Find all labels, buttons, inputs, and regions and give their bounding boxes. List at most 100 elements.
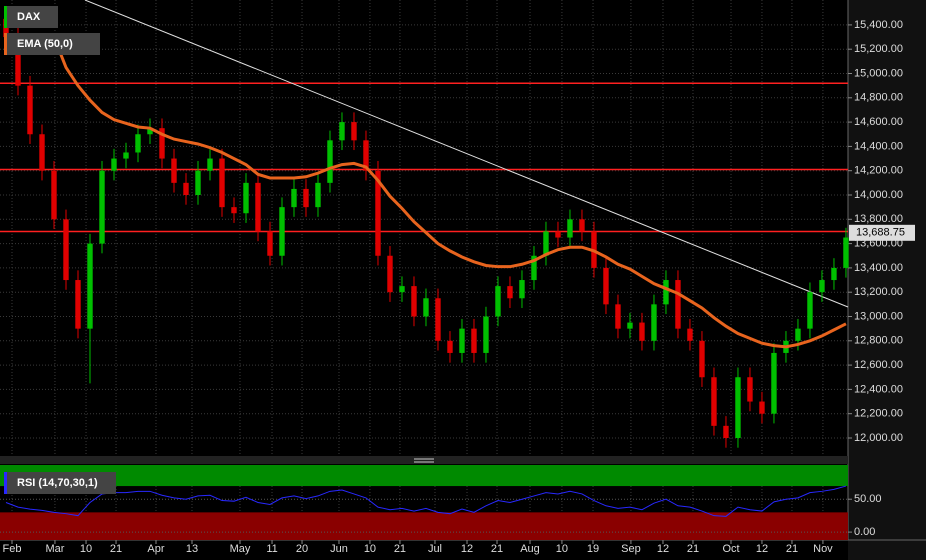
indicator-marker — [4, 33, 7, 55]
candle-body — [567, 219, 573, 238]
candle-body — [579, 219, 585, 232]
candle-body — [411, 286, 417, 317]
candle-body — [555, 231, 561, 238]
y-tick-label: 13,400.00 — [854, 262, 903, 274]
x-tick-label: Apr — [147, 543, 164, 555]
x-tick-label: Jul — [428, 543, 442, 555]
candle-body — [627, 322, 633, 329]
candle-body — [243, 182, 249, 214]
y-tick-label: 13,000.00 — [854, 310, 903, 322]
candle-body — [759, 401, 765, 414]
candle-body — [771, 352, 777, 414]
x-tick-label: 12 — [461, 543, 473, 555]
candle-body — [171, 158, 177, 183]
candle-body — [675, 280, 681, 329]
ema-line — [52, 36, 847, 349]
candle-body — [75, 280, 81, 329]
candle-body — [423, 298, 429, 317]
y-tick-label: 13,800.00 — [854, 213, 903, 225]
y-tick-label: 15,000.00 — [854, 67, 903, 79]
x-tick-label: 21 — [786, 543, 798, 555]
candle-body — [267, 231, 273, 256]
candle-body — [507, 286, 513, 299]
x-tick-label: Feb — [3, 543, 22, 555]
candle-body — [207, 158, 213, 171]
overbought-band — [0, 465, 848, 487]
rsi-y-tick-label: 50.00 — [854, 493, 882, 505]
symbol-label: DAX — [17, 11, 41, 23]
candle-body — [51, 170, 57, 220]
candle-body — [807, 292, 813, 329]
x-tick-label: 12 — [756, 543, 768, 555]
candle-body — [231, 207, 237, 214]
y-tick-label: 14,600.00 — [854, 116, 903, 128]
candle-body — [183, 182, 189, 195]
trend-line — [84, 0, 849, 308]
x-tick-label: May — [230, 543, 251, 555]
candle-body — [687, 328, 693, 341]
candle-body — [39, 134, 45, 171]
x-tick-label: Nov — [813, 543, 833, 555]
y-tick-label: 12,400.00 — [854, 383, 903, 395]
front-layer: 13,688.75 — [0, 0, 915, 517]
x-tick-label: 21 — [687, 543, 699, 555]
candle-body — [639, 322, 645, 341]
y-tick-label: 12,800.00 — [854, 335, 903, 347]
candle-body — [711, 377, 717, 426]
candle-body — [219, 158, 225, 208]
x-tick-label: 21 — [110, 543, 122, 555]
symbol-marker — [4, 6, 7, 28]
candle-body — [819, 280, 825, 293]
y-tick-label: 14,200.00 — [854, 165, 903, 177]
x-tick-label: Aug — [520, 543, 540, 555]
y-tick-label: 12,600.00 — [854, 359, 903, 371]
axis-background — [848, 0, 926, 560]
candle-body — [339, 122, 345, 141]
candle-body — [447, 340, 453, 353]
candle-body — [435, 298, 441, 341]
candle-body — [279, 207, 285, 256]
candle-body — [375, 170, 381, 256]
last-price-label: 13,688.75 — [856, 227, 905, 239]
x-tick-label: 10 — [556, 543, 568, 555]
x-tick-label: 19 — [587, 543, 599, 555]
x-tick-label: 11 — [266, 543, 277, 555]
candle-body — [459, 328, 465, 353]
candle-body — [147, 128, 153, 135]
candle-body — [735, 377, 741, 438]
y-tick-label: 12,000.00 — [854, 432, 903, 444]
rsi-box — [4, 472, 116, 494]
candle-body — [615, 304, 621, 329]
candle-body — [159, 128, 165, 159]
candle-body — [399, 286, 405, 293]
candle-body — [483, 316, 489, 353]
back-layer: 12,000.00 12,200.00 12,400.00 12,600.00 12,8… — [0, 0, 903, 555]
rsi-y-tick-label: 0.00 — [854, 526, 875, 538]
candle-body — [387, 255, 393, 293]
candle-body — [87, 243, 93, 329]
y-tick-label: 12,200.00 — [854, 408, 903, 420]
candle-body — [795, 328, 801, 341]
candle-body — [315, 182, 321, 208]
oversold-band — [0, 512, 848, 540]
candle-body — [363, 140, 369, 171]
candle-body — [99, 170, 105, 244]
candle-body — [531, 255, 537, 281]
rsi-marker — [4, 472, 7, 494]
candle-body — [651, 304, 657, 341]
y-tick-label: 14,000.00 — [854, 189, 903, 201]
x-tick-label: 10 — [364, 543, 376, 555]
y-tick-label: 13,200.00 — [854, 286, 903, 298]
rsi-label: RSI (14,70,30,1) — [17, 477, 98, 489]
candle-body — [663, 280, 669, 305]
candle-body — [27, 85, 33, 135]
candle-body — [15, 37, 21, 86]
x-tick-label: 10 — [80, 543, 92, 555]
x-tick-label: 12 — [657, 543, 669, 555]
x-tick-label: 20 — [296, 543, 308, 555]
candle-body — [603, 267, 609, 305]
candle-body — [519, 280, 525, 299]
candle-body — [747, 377, 753, 402]
panel-divider — [0, 456, 848, 464]
